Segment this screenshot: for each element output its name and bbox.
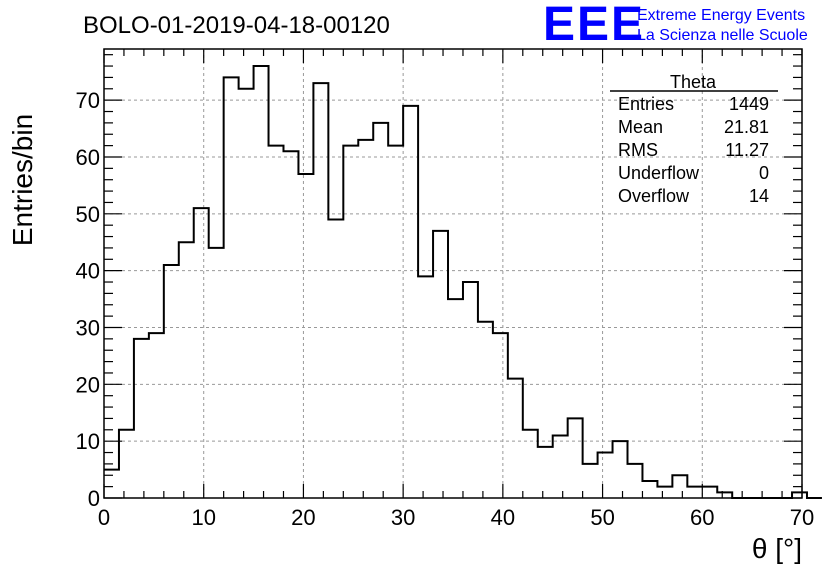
- histogram-bin: [149, 333, 164, 498]
- histogram-bin: [642, 481, 657, 498]
- y-tick-label: 40: [76, 259, 100, 284]
- chart-title: BOLO-01-2019-04-18-00120: [83, 12, 390, 39]
- stats-value: 0: [759, 163, 769, 183]
- y-tick-label: 60: [76, 145, 100, 170]
- histogram-bin: [403, 106, 418, 498]
- stats-name: Theta: [670, 72, 717, 92]
- logo-line-1: Extreme Energy Events: [637, 7, 805, 24]
- histogram-bin: [717, 492, 732, 498]
- histogram-bin: [179, 242, 194, 498]
- histogram-bin: [538, 447, 553, 498]
- histogram-bin: [254, 66, 269, 498]
- stats-value: 1449: [729, 94, 769, 114]
- stats-label: Mean: [618, 117, 663, 137]
- x-tick-labels: 0 10 20 30 40 50 60 70: [98, 505, 814, 530]
- x-tick-label: 70: [790, 505, 814, 530]
- histogram-bin: [283, 151, 298, 498]
- histogram-bin: [613, 441, 628, 498]
- histogram-bins: [104, 66, 807, 498]
- y-tick-label: 10: [76, 429, 100, 454]
- logo-line-2: La Scienza nelle Scuole: [637, 27, 808, 44]
- histogram-bin: [672, 475, 687, 498]
- histogram-bin: [119, 430, 134, 498]
- histogram-bin: [224, 77, 239, 498]
- histogram-bin: [433, 231, 448, 498]
- x-tick-label: 20: [291, 505, 315, 530]
- stats-value: 11.27: [725, 140, 769, 160]
- histogram-bin: [343, 146, 358, 498]
- stats-value: 21.81: [724, 117, 769, 137]
- histogram-outline: [104, 65, 822, 499]
- histogram-bin: [209, 248, 224, 498]
- stats-label: Underflow: [618, 163, 700, 183]
- x-tick-label: 50: [590, 505, 614, 530]
- histogram-bin: [239, 89, 254, 498]
- stats-box: Theta Entries 1449 Mean 21.81 RMS 11.27 Underf…: [610, 72, 778, 206]
- x-axis-label: θ [°]: [752, 533, 802, 564]
- histogram-bin: [598, 453, 613, 498]
- x-tick-label: 0: [98, 505, 110, 530]
- histogram-bin: [298, 174, 313, 498]
- x-tick-label: 30: [391, 505, 415, 530]
- logo-eee: EEE: [543, 0, 645, 51]
- histogram-bin: [792, 492, 807, 498]
- y-tick-label: 30: [76, 315, 100, 340]
- y-tick-label: 20: [76, 372, 100, 397]
- histogram-bin: [418, 276, 433, 498]
- histogram-bin: [104, 470, 119, 498]
- histogram-bin: [657, 487, 672, 498]
- y-axis-label: Entries/bin: [7, 114, 38, 246]
- x-tick-label: 10: [191, 505, 215, 530]
- stats-rows: Entries 1449 Mean 21.81 RMS 11.27 Underflow 0 Ov…: [618, 94, 769, 206]
- grid: [104, 49, 802, 498]
- histogram-bin: [388, 146, 403, 498]
- y-tick-label: 0: [88, 486, 100, 511]
- histogram-bin: [508, 379, 523, 498]
- histogram-bin: [628, 464, 643, 498]
- histogram-bin: [478, 322, 493, 498]
- histogram-bin: [448, 299, 463, 498]
- histogram-bin: [463, 282, 478, 498]
- stats-label: Overflow: [618, 186, 690, 206]
- histogram-bin: [269, 146, 284, 498]
- histogram-bin: [328, 220, 343, 498]
- histogram-bin: [358, 140, 373, 498]
- histogram-bin: [568, 418, 583, 498]
- histogram-bin: [687, 487, 702, 498]
- y-tick-labels: 0 10 20 30 40 50 60 70: [76, 88, 100, 511]
- histogram-bin: [194, 208, 209, 498]
- y-tick-label: 70: [76, 88, 100, 113]
- histogram-bin: [553, 435, 568, 498]
- stats-label: Entries: [618, 94, 674, 114]
- histogram-bin: [523, 430, 538, 498]
- eee-logo: EEE Extreme Energy Events La Scienza nel…: [543, 0, 808, 51]
- histogram-bin: [164, 265, 179, 498]
- y-tick-label: 50: [76, 202, 100, 227]
- x-tick-label: 40: [491, 505, 515, 530]
- axis-ticks: [103, 49, 803, 499]
- stats-label: RMS: [618, 140, 658, 160]
- histogram-bin: [134, 339, 149, 498]
- histogram-bin: [702, 487, 717, 498]
- histogram-bin: [373, 123, 388, 498]
- histogram-bin: [583, 464, 598, 498]
- x-tick-label: 60: [690, 505, 714, 530]
- plot-area: [103, 48, 822, 499]
- histogram-bin: [313, 83, 328, 498]
- stats-value: 14: [749, 186, 769, 206]
- histogram-bin: [493, 333, 508, 498]
- plot-frame: [103, 48, 803, 499]
